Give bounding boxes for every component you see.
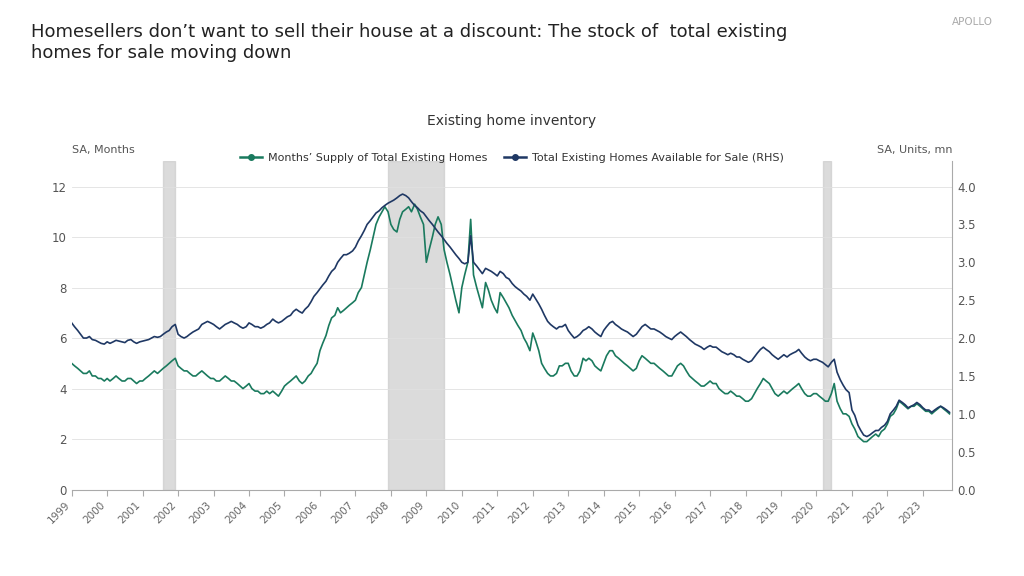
Text: SA, Units, mn: SA, Units, mn — [877, 145, 952, 155]
Text: Existing home inventory: Existing home inventory — [427, 115, 597, 128]
Text: APOLLO: APOLLO — [952, 17, 993, 27]
Bar — [163, 161, 175, 490]
Bar — [388, 161, 444, 490]
Legend: Months’ Supply of Total Existing Homes, Total Existing Homes Available for Sale : Months’ Supply of Total Existing Homes, … — [236, 149, 788, 168]
Text: SA, Months: SA, Months — [72, 145, 134, 155]
Text: Homesellers don’t want to sell their house at a discount: The stock of  total ex: Homesellers don’t want to sell their hou… — [31, 23, 787, 62]
Bar — [822, 161, 831, 490]
